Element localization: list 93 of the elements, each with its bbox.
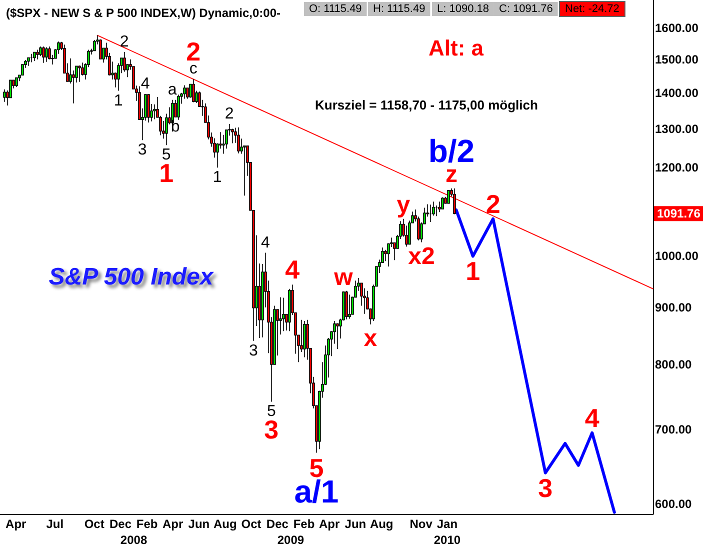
candlestick <box>42 46 45 64</box>
x-tick-label: Jun <box>344 517 366 531</box>
y-tick-label: 900.00 <box>655 300 692 314</box>
candlestick <box>453 188 456 215</box>
annotation: 2 <box>486 188 500 219</box>
candlestick <box>429 204 432 222</box>
candlestick <box>147 94 150 123</box>
candlestick <box>282 297 285 332</box>
annotation: S&P 500 Index <box>48 264 215 290</box>
x-tick-label: Aug <box>370 517 394 531</box>
candlestick <box>336 322 339 350</box>
candlestick <box>288 288 291 332</box>
annotation: x <box>364 324 378 352</box>
annotation: 2 <box>224 105 234 122</box>
annotation: y <box>396 191 411 218</box>
text: ($SPX - NEW S & P 500 INDEX,W) Dynamic,0:00- <box>6 6 281 20</box>
candlestick <box>30 53 33 63</box>
annotation: C: 1091.76 <box>499 3 553 15</box>
annotation: 1 <box>212 169 222 186</box>
candlestick <box>435 205 438 217</box>
x-tick-label: Aug <box>213 517 237 531</box>
annotation: Alt: a <box>428 36 484 60</box>
annotation: 1 <box>114 92 123 110</box>
y-tick-label: 700.00 <box>655 422 692 436</box>
candlestick <box>45 46 48 62</box>
candlestick <box>78 65 81 82</box>
x2-tick-label: 2010 <box>434 533 461 547</box>
candlestick <box>27 57 30 66</box>
x-tick-label: Jun <box>188 517 210 531</box>
annotation: 4 <box>584 402 600 433</box>
x-tick-label: Feb <box>136 517 158 531</box>
candlestick <box>438 201 441 213</box>
candlestick <box>447 190 450 204</box>
x-tick-label: Apr <box>318 517 340 531</box>
x2-tick-label: 2008 <box>120 533 148 547</box>
x-tick-label: Oct <box>84 517 104 531</box>
candlestick <box>183 84 186 100</box>
candlestick <box>171 99 174 124</box>
candlestick <box>192 78 195 103</box>
annotation: L: 1090.18 <box>437 3 489 15</box>
x-tick-label: Jan <box>436 517 458 531</box>
x-tick-label: Apr <box>162 517 184 531</box>
annotation: a <box>168 81 177 98</box>
annotation: 4 <box>285 254 300 285</box>
x-tick-label: Apr <box>6 517 27 531</box>
candlestick <box>186 87 189 100</box>
annotation: x2 <box>408 242 435 270</box>
y-tick-label: 1000.00 <box>655 249 699 264</box>
candlestick <box>33 52 36 62</box>
annotation: Kursziel = 1158,70 - 1175,00 möglich <box>315 98 538 112</box>
annotation: b <box>170 118 180 136</box>
text: 1091.76 <box>657 206 701 221</box>
x2-tick-label: 2009 <box>277 533 304 547</box>
y-tick-label: 600.00 <box>655 497 692 512</box>
annotation: 3 <box>538 472 553 503</box>
annotation: 3 <box>248 342 258 360</box>
annotation: Net: -24.72 <box>565 3 620 15</box>
annotation: c <box>189 60 198 78</box>
x-tick-label: Dec <box>109 517 132 531</box>
x-tick-label: Feb <box>293 517 315 531</box>
candlestick <box>231 128 234 144</box>
annotation: b/2 <box>428 133 475 170</box>
annotation: 2 <box>120 33 129 50</box>
candlestick <box>348 294 351 320</box>
candlestick <box>237 126 240 154</box>
candlestick <box>15 77 18 88</box>
annotation: H: 1115.49 <box>373 3 426 15</box>
annotation: w <box>333 264 354 291</box>
x-tick-label: Dec <box>266 517 289 531</box>
x-tick-label: Nov <box>410 517 433 531</box>
y-tick-label: 1300.00 <box>655 122 699 136</box>
candlestick <box>303 320 306 358</box>
candlestick <box>93 40 96 52</box>
candlestick <box>345 290 348 320</box>
x-tick-label: Jul <box>46 517 64 531</box>
annotation: 5 <box>162 146 171 164</box>
y-tick-label: 1500.00 <box>655 52 699 66</box>
annotation: 5 <box>266 403 276 420</box>
x-tick-label: Oct <box>241 517 262 531</box>
candlestick <box>36 49 39 60</box>
annotation: 1 <box>466 256 480 286</box>
candlestick <box>441 196 444 210</box>
y-tick-label: 1400.00 <box>655 86 699 100</box>
candlestick <box>99 38 102 60</box>
annotation: 3 <box>138 142 147 159</box>
annotation: O: 1115.49 <box>309 3 362 15</box>
candlestick <box>177 94 180 120</box>
candlestick <box>3 88 6 102</box>
y-tick-label: 1200.00 <box>655 160 699 175</box>
annotation: 4 <box>140 76 150 93</box>
y-tick-label: 1600.00 <box>655 21 699 36</box>
annotation: 4 <box>260 234 270 252</box>
y-tick-label: 800.00 <box>655 358 692 372</box>
